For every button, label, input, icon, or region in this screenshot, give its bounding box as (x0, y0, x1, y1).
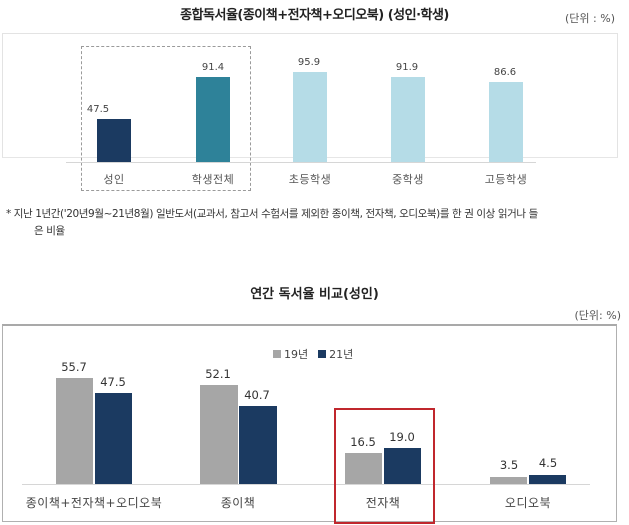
bar-value-21: 19.0 (389, 430, 415, 444)
legend-swatch-gray (273, 350, 281, 358)
category-label: 학생전체 (191, 173, 235, 186)
category-label: 고등학생 (484, 173, 528, 186)
chart2-x-axis (22, 484, 590, 485)
footnote-line1: * 지난 1년간('20년9월~21년8월) 일반도서(교과서, 참고서 수험서… (6, 208, 538, 220)
legend-label: 21년 (329, 348, 354, 361)
legend-swatch-navy (318, 350, 327, 358)
bar-value-19: 52.1 (205, 367, 231, 381)
bar-21-paper (239, 406, 277, 484)
bar-value: 91.4 (201, 62, 225, 73)
chart1-highlight-dashed-box (81, 46, 251, 191)
bar-value-21: 40.7 (244, 388, 270, 402)
bar-value-21: 47.5 (100, 375, 126, 389)
category-label: 초등학생 (288, 173, 332, 186)
legend-label: 19년 (284, 348, 309, 361)
chart1-unit-label: (단위 : %) (565, 12, 615, 25)
bar-19-paper (200, 385, 238, 484)
category-label: 중학생 (392, 173, 424, 186)
bar-value-19: 3.5 (499, 458, 519, 472)
bar-value: 91.9 (395, 62, 419, 73)
bar-middle (391, 77, 425, 162)
bar-value-19: 55.7 (61, 360, 87, 374)
bar-21-total (95, 393, 132, 484)
bar-19-total (56, 378, 93, 484)
category-label: 오디오북 (504, 496, 552, 510)
bar-elementary (293, 72, 327, 162)
chart2-frame (2, 324, 617, 522)
chart2-unit-label: (단위: %) (574, 309, 621, 322)
bar-value: 47.5 (86, 104, 110, 115)
category-label: 전자책 (365, 496, 401, 510)
bar-19-ebook (345, 453, 382, 484)
category-label: 성인 (103, 173, 125, 186)
footnote-line2: 은 비율 (34, 225, 65, 237)
bar-value-19: 16.5 (350, 435, 376, 449)
footnote: * 지난 1년간('20년9월~21년8월) 일반도서(교과서, 참고서 수험서… (6, 206, 606, 240)
category-label: 종이책 (220, 496, 256, 510)
bar-all-students (196, 77, 230, 162)
bar-value-21: 4.5 (538, 456, 558, 470)
bar-21-ebook (384, 448, 421, 484)
bar-adult (97, 119, 131, 162)
bar-value: 86.6 (493, 67, 517, 78)
bar-value: 95.9 (297, 57, 321, 68)
chart1-title: 종합독서율(종이책+전자책+오디오북) (성인·학생) (180, 8, 449, 23)
bar-21-audiobook (529, 475, 566, 484)
category-label: 종이책+전자책+오디오북 (25, 496, 163, 510)
chart2-title: 연간 독서율 비교(성인) (250, 287, 379, 302)
chart2-highlight-red-box (334, 408, 435, 524)
legend-item-21: 21년 (318, 346, 353, 362)
chart1-x-axis (66, 162, 536, 163)
chart2-legend: 19년 21년 (273, 346, 353, 362)
bar-high (489, 82, 523, 162)
legend-item-19: 19년 (273, 346, 308, 362)
bar-19-audiobook (490, 477, 527, 484)
